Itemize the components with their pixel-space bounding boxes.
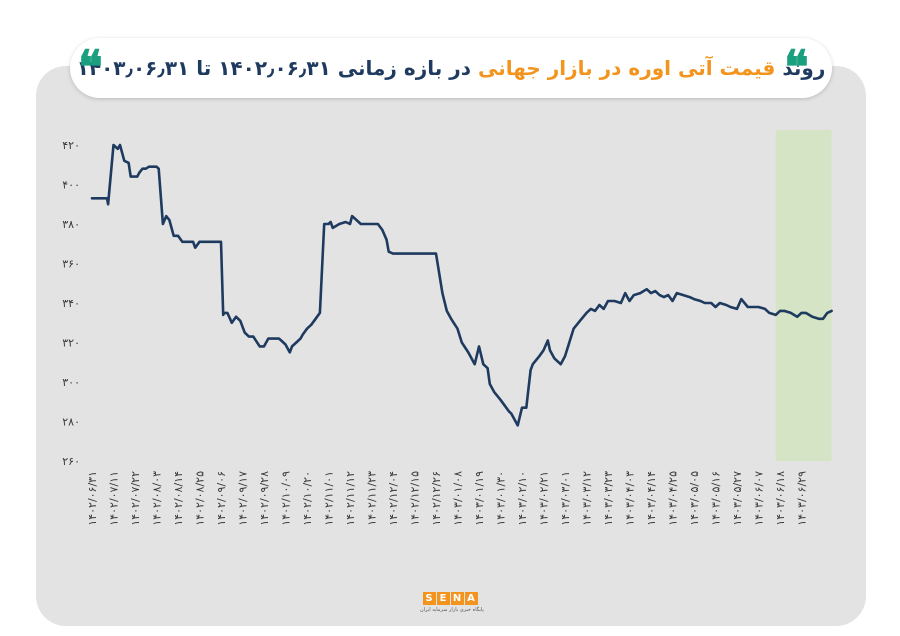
x-tick-label: ۱۴۰۳/۰۶/۱۸ — [774, 471, 787, 526]
x-tick-label: ۱۴۰۳/۰۵/۰۵ — [688, 471, 701, 526]
x-tick-label: ۱۴۰۳/۰۴/۰۳ — [624, 471, 637, 526]
x-tick-label: ۱۴۰۳/۰۴/۱۴ — [645, 471, 658, 526]
x-tick-label: ۱۴۰۳/۰۶/۰۷ — [753, 471, 766, 526]
x-tick-label: ۱۴۰۳/۰۳/۱۲ — [581, 471, 594, 526]
x-tick-label: ۱۴۰۳/۰۳/۲۳ — [602, 471, 615, 526]
title-part-1: روند — [782, 56, 826, 80]
title-part-3: در بازه زمانی ۱۴۰۲٫۰۶٫۳۱ تا ۱۴۰۳٫۰۶٫۳۱ — [76, 56, 471, 80]
x-tick-label: ۱۴۰۲/۱۱/۱۲ — [344, 471, 357, 526]
x-tick-label: ۱۴۰۲/۰۹/۲۸ — [258, 471, 271, 526]
logo-letter-s: S — [422, 592, 436, 605]
y-tick-label: ۳۴۰ — [62, 297, 80, 310]
x-tick-label: ۱۴۰۲/۰۸/۰۳ — [151, 471, 164, 526]
x-tick-label: ۱۴۰۳/۰۲/۲۱ — [538, 471, 551, 526]
x-tick-label: ۱۴۰۲/۰۸/۱۴ — [172, 471, 185, 526]
x-tick-label: ۱۴۰۲/۱۲/۰۴ — [387, 471, 400, 526]
y-tick-label: ۴۰۰ — [62, 179, 80, 192]
x-tick-label: ۱۴۰۲/۰۸/۲۵ — [194, 471, 207, 526]
x-tick-label: ۱۴۰۲/۱۱/۰۱ — [323, 471, 336, 526]
x-tick-label: ۱۴۰۲/۰۷/۲۲ — [129, 471, 142, 526]
y-tick-label: ۳۲۰ — [62, 337, 80, 350]
quote-icon-right: ❝ — [784, 40, 809, 94]
x-tick-label: ۱۴۰۳/۰۱/۰۸ — [452, 471, 465, 526]
sena-logo: S E N A پایگاه خبری بازار سرمایه ایران — [420, 592, 484, 613]
x-tick-label: ۱۴۰۳/۰۶/۲۹ — [796, 471, 809, 526]
highlight-region — [775, 130, 832, 461]
title-pill: روند قیمت آتی اوره در بازار جهانی در باز… — [70, 38, 832, 98]
x-tick-label: ۱۴۰۲/۱۲/۲۶ — [430, 471, 443, 526]
logo-letter-e: E — [436, 592, 450, 605]
logo-letter-n: N — [450, 592, 464, 605]
y-tick-label: ۳۸۰ — [62, 218, 80, 231]
x-tick-label: ۱۴۰۳/۰۳/۰۱ — [559, 471, 572, 526]
x-tick-label: ۱۴۰۲/۱۱/۲۳ — [366, 471, 379, 526]
x-tick-label: ۱۴۰۳/۰۵/۱۶ — [710, 471, 723, 526]
x-tick-label: ۱۴۰۲/۱۰/۰۹ — [280, 471, 293, 526]
y-tick-label: ۲۸۰ — [62, 416, 80, 429]
chart-card — [36, 66, 866, 626]
logo-subtitle: پایگاه خبری بازار سرمایه ایران — [420, 607, 484, 613]
price-line-series-0 — [90, 143, 833, 427]
x-tick-label: ۱۴۰۲/۱۰/۲۰ — [301, 471, 314, 526]
x-tick-label: ۱۴۰۳/۰۱/۱۹ — [473, 471, 486, 526]
quote-icon-left: ❝ — [78, 40, 103, 94]
x-tick-label: ۱۴۰۳/۰۵/۲۷ — [731, 471, 744, 526]
y-tick-label: ۳۰۰ — [62, 376, 80, 389]
chart-title: روند قیمت آتی اوره در بازار جهانی در باز… — [77, 56, 826, 80]
x-tick-label: ۱۴۰۲/۰۶/۳۱ — [86, 471, 99, 526]
logo-letter-a: A — [464, 592, 478, 605]
x-tick-label: ۱۴۰۲/۰۹/۰۶ — [215, 471, 228, 526]
x-tick-label: ۱۴۰۳/۰۲/۱۰ — [516, 471, 529, 526]
x-tick-label: ۱۴۰۳/۰۴/۲۵ — [667, 471, 680, 526]
x-tick-label: ۱۴۰۲/۱۲/۱۵ — [409, 471, 422, 526]
x-tick-label: ۱۴۰۳/۰۱/۳۰ — [495, 471, 508, 526]
y-tick-label: ۳۶۰ — [62, 258, 80, 271]
y-tick-label: ۲۶۰ — [62, 455, 80, 468]
x-tick-label: ۱۴۰۲/۰۹/۱۷ — [237, 471, 250, 526]
x-tick-label: ۱۴۰۲/۰۷/۱۱ — [108, 471, 121, 526]
y-tick-label: ۴۲۰ — [62, 139, 80, 152]
title-part-2: قیمت آتی اوره در بازار جهانی — [477, 56, 776, 80]
